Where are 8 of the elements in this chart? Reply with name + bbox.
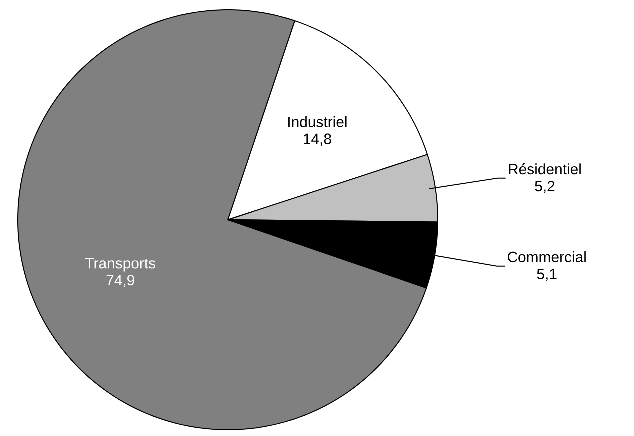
data-label: 5,1 <box>537 269 557 282</box>
data-label: 74,9 <box>106 275 134 288</box>
data-label: 5,2 <box>535 180 555 194</box>
data-label: 14,8 <box>304 134 332 146</box>
slice-label: Commercial <box>508 252 586 262</box>
slice-label: Résidentiel <box>509 163 581 175</box>
slice-label: Industriel <box>288 116 347 128</box>
slice-label: Transports <box>86 258 156 272</box>
